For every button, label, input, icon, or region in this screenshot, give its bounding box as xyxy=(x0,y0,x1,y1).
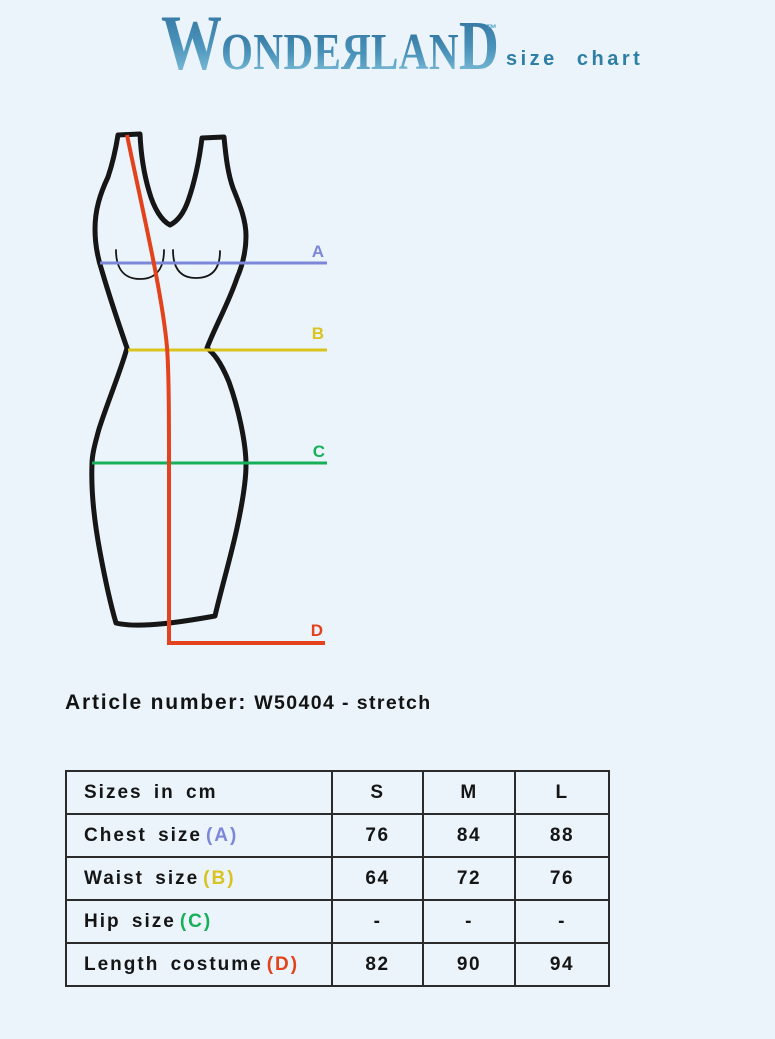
table-header-row: Sizes in cm S M L xyxy=(65,770,610,815)
row-label-text: Hip size xyxy=(84,910,176,932)
table-row-hip: Hip size (C) - - - xyxy=(65,899,610,944)
chest-value-s: 76 xyxy=(331,813,424,858)
row-label-text: Length costume xyxy=(84,953,263,975)
brand-logo: WONDERLAND xyxy=(161,0,499,86)
article-number-label: Article number: xyxy=(65,691,248,714)
length-line-D xyxy=(125,134,325,645)
chest-value-l: 88 xyxy=(514,813,610,858)
waist-value-l: 76 xyxy=(514,856,610,901)
table-row-chest: Chest size (A) 76 84 88 xyxy=(65,813,610,858)
size-table: Sizes in cm S M L Chest size (A) 76 84 88… xyxy=(65,770,610,987)
col-header-sizes-in-cm: Sizes in cm xyxy=(65,770,333,815)
logo-letter-d: D xyxy=(458,8,499,85)
row-label-length: Length costume (D) xyxy=(65,942,333,987)
waist-value-m: 72 xyxy=(422,856,516,901)
row-code-D: (D) xyxy=(266,953,300,975)
label-C: C xyxy=(313,442,325,461)
hip-value-m: - xyxy=(422,899,516,944)
label-B: B xyxy=(312,324,324,343)
trademark-symbol: ™ xyxy=(486,23,498,35)
label-A: A xyxy=(312,242,324,261)
logo-letters-lan: LAN xyxy=(370,24,459,81)
row-code-C: (C) xyxy=(179,910,213,932)
row-label-waist: Waist size (B) xyxy=(65,856,333,901)
article-number-value: W50404 - stretch xyxy=(254,692,432,714)
logo-letter-w: W xyxy=(161,0,223,86)
row-code-B: (B) xyxy=(203,867,236,889)
article-number-line: Article number: W50404 - stretch xyxy=(65,691,432,715)
size-chart-tagline: size chart xyxy=(506,48,644,70)
row-label-text: Chest size xyxy=(84,824,202,846)
col-header-size-m: M xyxy=(422,770,516,815)
row-label-hip: Hip size (C) xyxy=(65,899,333,944)
length-value-m: 90 xyxy=(422,942,516,987)
hip-value-l: - xyxy=(514,899,610,944)
logo-reversed-r: R xyxy=(341,10,371,96)
hip-value-s: - xyxy=(331,899,424,944)
dress-measurement-diagram: A B C D xyxy=(89,131,327,645)
col-header-size-l: L xyxy=(514,770,610,815)
table-row-length: Length costume (D) 82 90 94 xyxy=(65,942,610,987)
table-row-waist: Waist size (B) 64 72 76 xyxy=(65,856,610,901)
label-D: D xyxy=(311,621,323,640)
dress-outline xyxy=(89,131,249,628)
row-label-chest: Chest size (A) xyxy=(65,813,333,858)
length-value-s: 82 xyxy=(331,942,424,987)
row-label-text: Waist size xyxy=(84,867,200,889)
row-code-A: (A) xyxy=(205,824,239,846)
chest-value-m: 84 xyxy=(422,813,516,858)
waist-value-s: 64 xyxy=(331,856,424,901)
length-value-l: 94 xyxy=(514,942,610,987)
logo-letters-onde: ONDE xyxy=(221,24,342,81)
col-header-size-s: S xyxy=(331,770,424,815)
